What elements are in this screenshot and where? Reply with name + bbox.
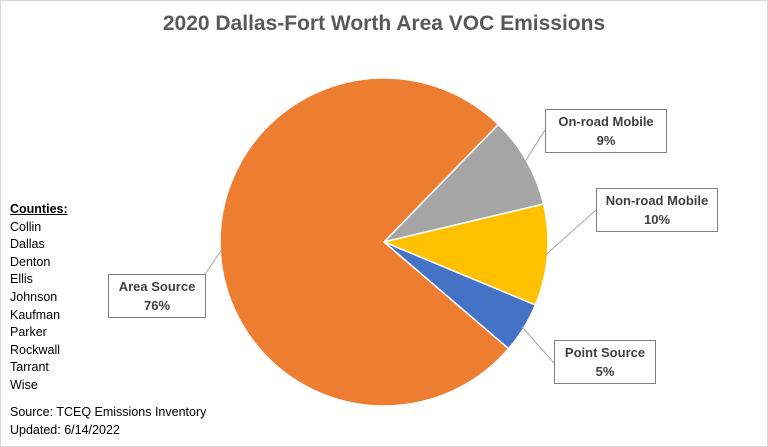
chart-title: 2020 Dallas-Fort Worth Area VOC Emission… bbox=[162, 12, 606, 35]
slice-label-value: 10% bbox=[643, 212, 671, 227]
slice-label-non-road-mobile: Non-road Mobile 10% bbox=[596, 188, 718, 232]
leader-line bbox=[545, 209, 597, 256]
county-item: Parker bbox=[10, 325, 47, 340]
pie-slice-area-source bbox=[219, 77, 510, 407]
counties-list: Counties: Collin Dallas Denton Ellis Joh… bbox=[10, 201, 68, 395]
pie-slices bbox=[219, 77, 549, 407]
slice-label-value: 76% bbox=[143, 298, 171, 313]
slice-label-value: 5% bbox=[595, 364, 615, 379]
slice-label-point-source: Point Source 5% bbox=[554, 340, 656, 384]
slice-label-name: Non-road Mobile bbox=[605, 193, 709, 208]
source-note: Source: TCEQ Emissions Inventory Updated… bbox=[10, 404, 206, 439]
slice-label-on-road-mobile: On-road Mobile 9% bbox=[545, 109, 667, 153]
county-item: Dallas bbox=[10, 237, 45, 252]
slice-label-value: 9% bbox=[596, 133, 616, 148]
county-item: Ellis bbox=[10, 272, 33, 287]
leader-line bbox=[521, 326, 555, 364]
county-item: Kaufman bbox=[10, 307, 61, 322]
county-item: Tarrant bbox=[10, 360, 49, 375]
slice-label-name: Point Source bbox=[564, 345, 646, 360]
source-line: Source: TCEQ Emissions Inventory bbox=[10, 405, 207, 419]
county-item: Rockwall bbox=[10, 342, 61, 357]
updated-line: Updated: 6/14/2022 bbox=[10, 422, 120, 437]
county-item: Collin bbox=[10, 219, 42, 234]
pie-slice-non-road-mobile bbox=[381, 203, 549, 307]
slice-label-name: Area Source bbox=[118, 279, 196, 294]
pie-slice-on-road-mobile bbox=[381, 123, 545, 244]
county-item: Wise bbox=[10, 377, 38, 392]
counties-header: Counties: bbox=[10, 202, 68, 216]
county-item: Johnson bbox=[10, 289, 58, 304]
leader-line bbox=[524, 129, 546, 163]
slice-label-name: On-road Mobile bbox=[558, 114, 654, 129]
slice-label-area-source: Area Source 76% bbox=[108, 274, 206, 318]
county-item: Denton bbox=[10, 254, 51, 269]
